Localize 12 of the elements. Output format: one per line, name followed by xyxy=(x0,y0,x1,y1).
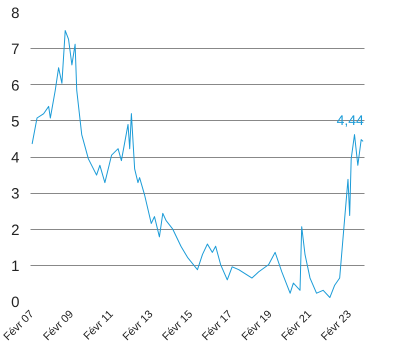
annotation: 4,44 xyxy=(336,112,364,128)
y-tick-label: 0 xyxy=(11,294,20,311)
y-tick-label: 1 xyxy=(11,258,20,275)
y-tick-label: 5 xyxy=(11,113,20,130)
y-tick-label: 8 xyxy=(11,5,20,22)
y-tick-label: 4 xyxy=(11,150,20,166)
y-tick-label: 6 xyxy=(11,77,20,94)
y-tick-label: 3 xyxy=(11,186,20,203)
x-tick-label: Févr 11 xyxy=(82,308,116,343)
y-tick-label: 2 xyxy=(11,222,20,239)
line-series xyxy=(32,30,364,298)
y-tick-label: 7 xyxy=(11,41,20,58)
